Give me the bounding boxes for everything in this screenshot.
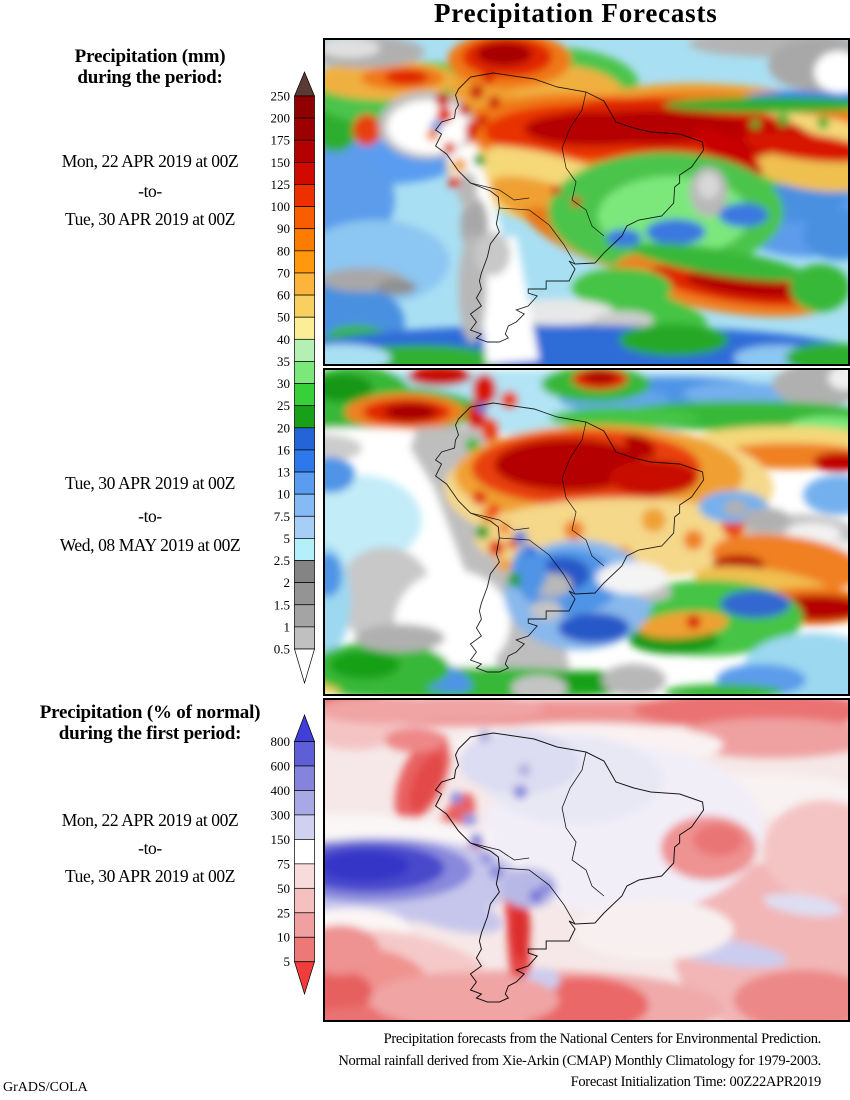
svg-text:175: 175	[271, 133, 291, 148]
svg-text:90: 90	[277, 221, 290, 236]
svg-text:250: 250	[271, 89, 291, 104]
svg-text:2: 2	[284, 575, 291, 590]
svg-text:60: 60	[277, 288, 290, 303]
svg-text:0.5: 0.5	[274, 642, 290, 657]
svg-text:35: 35	[277, 354, 290, 369]
svg-text:5: 5	[284, 531, 291, 546]
svg-text:13: 13	[277, 465, 290, 480]
svg-text:80: 80	[277, 243, 290, 258]
svg-text:600: 600	[271, 759, 291, 774]
svg-text:16: 16	[277, 442, 291, 457]
svg-text:300: 300	[271, 807, 291, 822]
svg-text:50: 50	[277, 310, 290, 325]
svg-text:800: 800	[271, 734, 291, 749]
svg-text:1.5: 1.5	[274, 597, 290, 612]
svg-text:20: 20	[277, 420, 290, 435]
svg-text:1: 1	[284, 619, 291, 634]
svg-text:5: 5	[284, 954, 291, 969]
svg-text:2.5: 2.5	[274, 553, 290, 568]
svg-text:10: 10	[277, 930, 290, 945]
svg-text:10: 10	[277, 487, 290, 502]
svg-text:50: 50	[277, 881, 290, 896]
svg-text:70: 70	[277, 266, 290, 281]
svg-text:100: 100	[271, 199, 291, 214]
svg-text:30: 30	[277, 376, 290, 391]
svg-text:150: 150	[271, 155, 291, 170]
svg-text:25: 25	[277, 905, 290, 920]
svg-text:75: 75	[277, 856, 290, 871]
svg-text:25: 25	[277, 398, 290, 413]
svg-text:150: 150	[271, 832, 291, 847]
svg-text:200: 200	[271, 111, 291, 126]
svg-text:7.5: 7.5	[274, 509, 290, 524]
svg-text:125: 125	[271, 177, 291, 192]
svg-text:40: 40	[277, 332, 290, 347]
svg-text:400: 400	[271, 783, 291, 798]
